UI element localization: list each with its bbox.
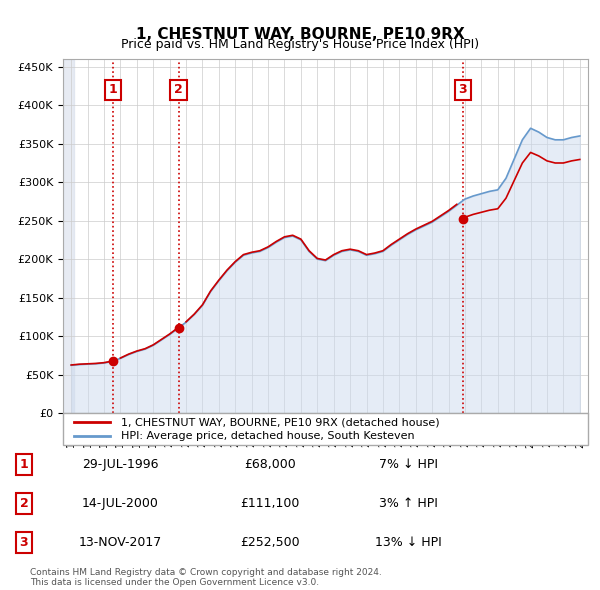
Text: 1: 1 [20, 458, 28, 471]
Text: 3: 3 [458, 83, 467, 96]
Text: 7% ↓ HPI: 7% ↓ HPI [379, 458, 437, 471]
Text: £252,500: £252,500 [240, 536, 300, 549]
Text: 1, CHESTNUT WAY, BOURNE, PE10 9RX: 1, CHESTNUT WAY, BOURNE, PE10 9RX [136, 27, 464, 41]
Bar [63, 59, 74, 413]
Text: £68,000: £68,000 [244, 458, 296, 471]
Text: 1: 1 [109, 83, 118, 96]
Text: 14-JUL-2000: 14-JUL-2000 [82, 497, 158, 510]
Text: 13-NOV-2017: 13-NOV-2017 [79, 536, 161, 549]
Text: HPI: Average price, detached house, South Kesteven: HPI: Average price, detached house, Sout… [121, 431, 415, 441]
Text: 2: 2 [174, 83, 183, 96]
Text: £111,100: £111,100 [241, 497, 299, 510]
FancyBboxPatch shape [63, 413, 588, 445]
Text: 2: 2 [20, 497, 28, 510]
Text: 29-JUL-1996: 29-JUL-1996 [82, 458, 158, 471]
Text: 13% ↓ HPI: 13% ↓ HPI [374, 536, 442, 549]
Text: Contains HM Land Registry data © Crown copyright and database right 2024.
This d: Contains HM Land Registry data © Crown c… [30, 568, 382, 587]
Text: 1, CHESTNUT WAY, BOURNE, PE10 9RX (detached house): 1, CHESTNUT WAY, BOURNE, PE10 9RX (detac… [121, 417, 439, 427]
Text: 3% ↑ HPI: 3% ↑ HPI [379, 497, 437, 510]
Text: Price paid vs. HM Land Registry's House Price Index (HPI): Price paid vs. HM Land Registry's House … [121, 38, 479, 51]
Text: 3: 3 [20, 536, 28, 549]
